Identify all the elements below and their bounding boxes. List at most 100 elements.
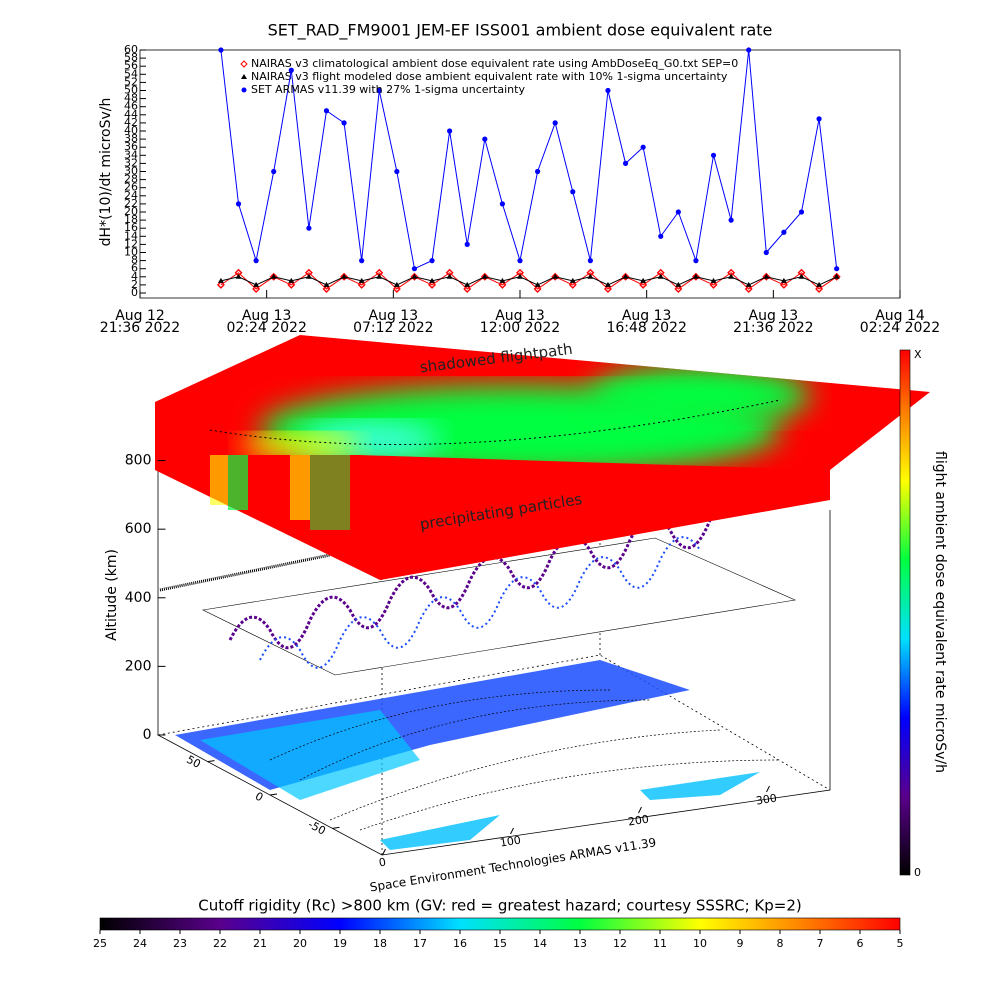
data-point (815, 284, 824, 293)
data-point (605, 87, 611, 94)
orbit-sheet (159, 515, 797, 676)
data-point (639, 280, 648, 289)
legend-symbol (240, 60, 248, 68)
z-tick-label: 600 (125, 521, 152, 537)
y-tick-label: -50 (306, 818, 328, 838)
x-tick-label: Aug 13 (369, 308, 419, 324)
y-tick-label: 10 (124, 246, 138, 259)
data-point (498, 280, 507, 289)
y-tick-label: 58 (124, 51, 138, 64)
data-point (692, 273, 699, 279)
data-point (447, 128, 453, 134)
data-point (235, 273, 242, 279)
data-point (745, 281, 752, 287)
data-point (376, 87, 382, 94)
data-point (834, 266, 840, 272)
x-tick (766, 785, 770, 793)
colorbar-label: flight ambient dose equivalent rate micr… (932, 451, 948, 773)
colorbar-right (899, 349, 911, 876)
data-point (482, 136, 488, 142)
y-tick-label: 32 (124, 156, 138, 169)
data-point (746, 47, 752, 53)
data-point (534, 168, 541, 175)
colorbar-tick-label: 21 (253, 937, 267, 950)
data-point (340, 272, 349, 281)
x-tick-label: 200 (627, 812, 650, 828)
dose-slab (155, 335, 930, 580)
y-tick-label: 8 (131, 254, 138, 267)
data-point (657, 273, 664, 279)
data-point (640, 144, 646, 150)
x-tick-label: Aug 12 (115, 308, 165, 324)
data-point (322, 284, 331, 293)
data-point (781, 229, 787, 235)
data-point (622, 273, 629, 279)
data-point (675, 281, 682, 287)
legend-label: SET ARMAS v11.39 with 27% 1-sigma uncert… (251, 83, 525, 96)
data-point (587, 273, 594, 279)
y-tick-label: 14 (124, 229, 138, 242)
data-point (640, 277, 647, 283)
data-point (411, 266, 418, 272)
data-point (691, 272, 700, 281)
y-tick-label: 46 (124, 100, 138, 113)
data-point (832, 272, 841, 281)
data-point (323, 108, 330, 114)
data-point (517, 273, 523, 279)
data-point (517, 258, 523, 264)
data-point (710, 277, 717, 283)
colorbar-tick-label: 20 (293, 937, 307, 950)
colorbar-tick-label: 19 (333, 937, 347, 950)
colorbar-tick-label: 7 (817, 937, 824, 950)
colorbar-tick-label: 23 (173, 937, 187, 950)
colorbar-tick-label: 17 (413, 937, 427, 950)
data-point (428, 280, 437, 289)
z-tick-label: 0 (143, 727, 152, 743)
y-tick-label: 44 (124, 108, 138, 121)
data-point (533, 284, 542, 293)
y-tick-label: 52 (124, 75, 138, 88)
y-tick-label: 56 (124, 59, 138, 72)
data-point (216, 280, 225, 289)
data-point (675, 209, 681, 215)
data-point (392, 284, 401, 293)
data-point (534, 281, 541, 287)
y-tick (207, 760, 215, 763)
data-point (306, 225, 312, 231)
colorbar-title: Cutoff rigidity (Rc) >800 km (GV: red = … (198, 897, 801, 915)
y-tick-label: 12 (124, 237, 138, 250)
x-tick-label: Aug 13 (749, 308, 799, 324)
colorbar-tick-label: 22 (213, 937, 227, 950)
data-point (269, 272, 278, 281)
data-point (779, 280, 788, 289)
x-tick-label: 21:36 2022 (100, 320, 180, 336)
x-tick-label: 300 (755, 791, 778, 807)
y-tick-label: 42 (124, 116, 138, 129)
data-point (288, 67, 294, 73)
map-base (175, 660, 781, 850)
data-point (710, 152, 717, 158)
x-tick-label: Aug 13 (242, 308, 292, 324)
y-tick-label: 6 (131, 262, 138, 275)
z-axis-label: Altitude (km) (104, 549, 120, 641)
colorbar-tick-label: 8 (777, 937, 784, 950)
z-tick-label: 200 (125, 658, 152, 674)
x-tick-label: 02:24 2022 (226, 320, 306, 336)
data-point (570, 189, 576, 195)
data-point (341, 120, 347, 126)
data-point (604, 281, 611, 287)
z-tick-label: 400 (125, 590, 152, 606)
data-point (253, 258, 259, 264)
chart-title: SET_RAD_FM9001 JEM-EF ISS001 ambient dos… (268, 21, 773, 41)
x-tick-label: 16:48 2022 (606, 320, 686, 336)
data-point (798, 273, 805, 279)
data-point (709, 280, 718, 289)
data-point (287, 280, 296, 289)
legend-symbol (241, 87, 247, 93)
data-point (674, 284, 683, 293)
series-line (220, 276, 837, 286)
data-point (798, 209, 805, 215)
data-point (780, 277, 787, 283)
data-point (429, 277, 436, 283)
data-point (603, 284, 612, 293)
